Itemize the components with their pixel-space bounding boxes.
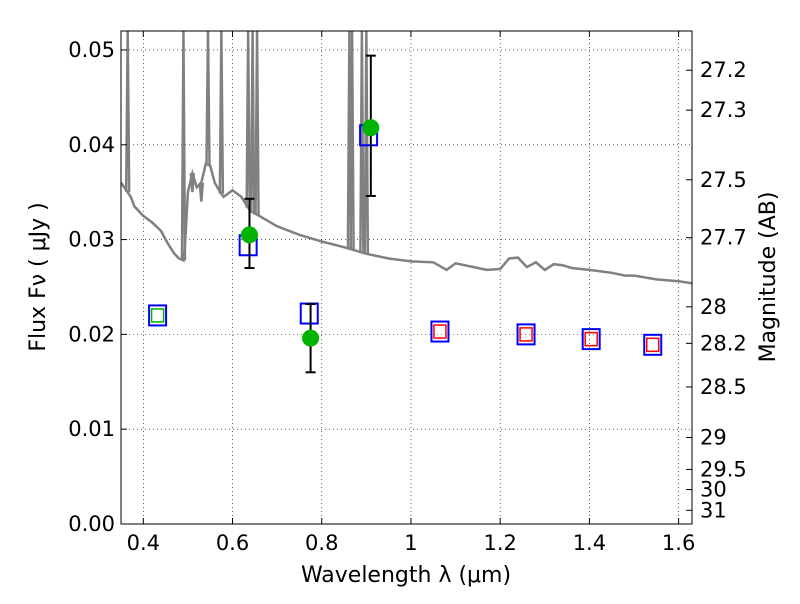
model-flux-square bbox=[516, 323, 536, 346]
sed-emission-spike bbox=[254, 31, 260, 215]
sed-emission-spike bbox=[198, 182, 205, 202]
inner-flux-square bbox=[150, 308, 165, 323]
model-flux-square bbox=[643, 333, 663, 356]
mag-tick-label: 29.5 bbox=[700, 457, 747, 481]
sed-model-line bbox=[121, 161, 692, 285]
plot-frame bbox=[120, 30, 693, 525]
x-axis-label: Wavelength λ (μm) bbox=[301, 563, 511, 588]
sed-emission-spike bbox=[124, 31, 131, 193]
y-axis-label: Flux Fν ( μJy ) bbox=[26, 202, 51, 351]
sed-emission-spike bbox=[245, 31, 251, 208]
model-flux-square bbox=[148, 304, 168, 327]
y-tick-label: 0.02 bbox=[68, 322, 115, 346]
mag-tick-label: 27.2 bbox=[700, 58, 747, 82]
x-tick-label: 0.6 bbox=[216, 531, 249, 555]
model-flux-square bbox=[430, 320, 450, 343]
mag-tick-label: 27.3 bbox=[700, 98, 747, 122]
y-tick-label: 0.03 bbox=[68, 228, 115, 252]
inner-flux-square bbox=[519, 327, 533, 342]
data-layer bbox=[121, 31, 692, 374]
axis-ticks: 0.4 0.6 0.8 1 1.2 1.4 1.6 0.00 0.01 0.02 0.03 0.04 0… bbox=[68, 31, 747, 555]
x-tick-label: 0.4 bbox=[127, 531, 160, 555]
observed-flux-point bbox=[362, 119, 380, 137]
y2-axis-label: Magnitude (AB) bbox=[756, 192, 781, 363]
x-tick-label: 1.6 bbox=[662, 531, 695, 555]
mag-tick-label: 28 bbox=[700, 295, 727, 319]
sed-emission-spike bbox=[349, 31, 355, 250]
sed-emission-spike bbox=[180, 31, 187, 261]
y-tick-label: 0.05 bbox=[68, 38, 115, 62]
sed-emission-spike bbox=[205, 31, 211, 165]
x-tick-label: 1.2 bbox=[483, 531, 516, 555]
sed-emission-spike bbox=[249, 31, 256, 213]
sed-emission-spike bbox=[363, 31, 370, 254]
x-tick-label: 1 bbox=[404, 531, 417, 555]
x-tick-label: 0.8 bbox=[305, 531, 338, 555]
sed-emission-spike bbox=[218, 31, 225, 194]
x-tick-label: 1.4 bbox=[573, 531, 606, 555]
plot-area bbox=[121, 31, 692, 524]
inner-flux-square bbox=[584, 331, 598, 347]
sed-emission-spike bbox=[189, 173, 196, 193]
mag-tick-label: 28.5 bbox=[700, 375, 747, 399]
inner-flux-square bbox=[645, 337, 660, 353]
mag-tick-label: 27.5 bbox=[700, 168, 747, 192]
mag-tick-label: 27.7 bbox=[700, 226, 747, 250]
mag-tick-label: 31 bbox=[700, 498, 727, 522]
y-tick-label: 0.01 bbox=[68, 417, 115, 441]
observed-flux-point bbox=[302, 329, 320, 347]
mag-tick-label: 28.2 bbox=[700, 331, 747, 355]
y-tick-label: 0.04 bbox=[68, 133, 115, 157]
mag-tick-label: 29 bbox=[700, 426, 727, 450]
observed-flux-point bbox=[240, 226, 258, 244]
y-tick-label: 0.00 bbox=[68, 512, 115, 536]
model-flux-square bbox=[581, 328, 601, 351]
inner-flux-square bbox=[433, 324, 447, 339]
mag-tick-label: 30 bbox=[700, 478, 727, 502]
sed-emission-spike bbox=[359, 31, 365, 253]
